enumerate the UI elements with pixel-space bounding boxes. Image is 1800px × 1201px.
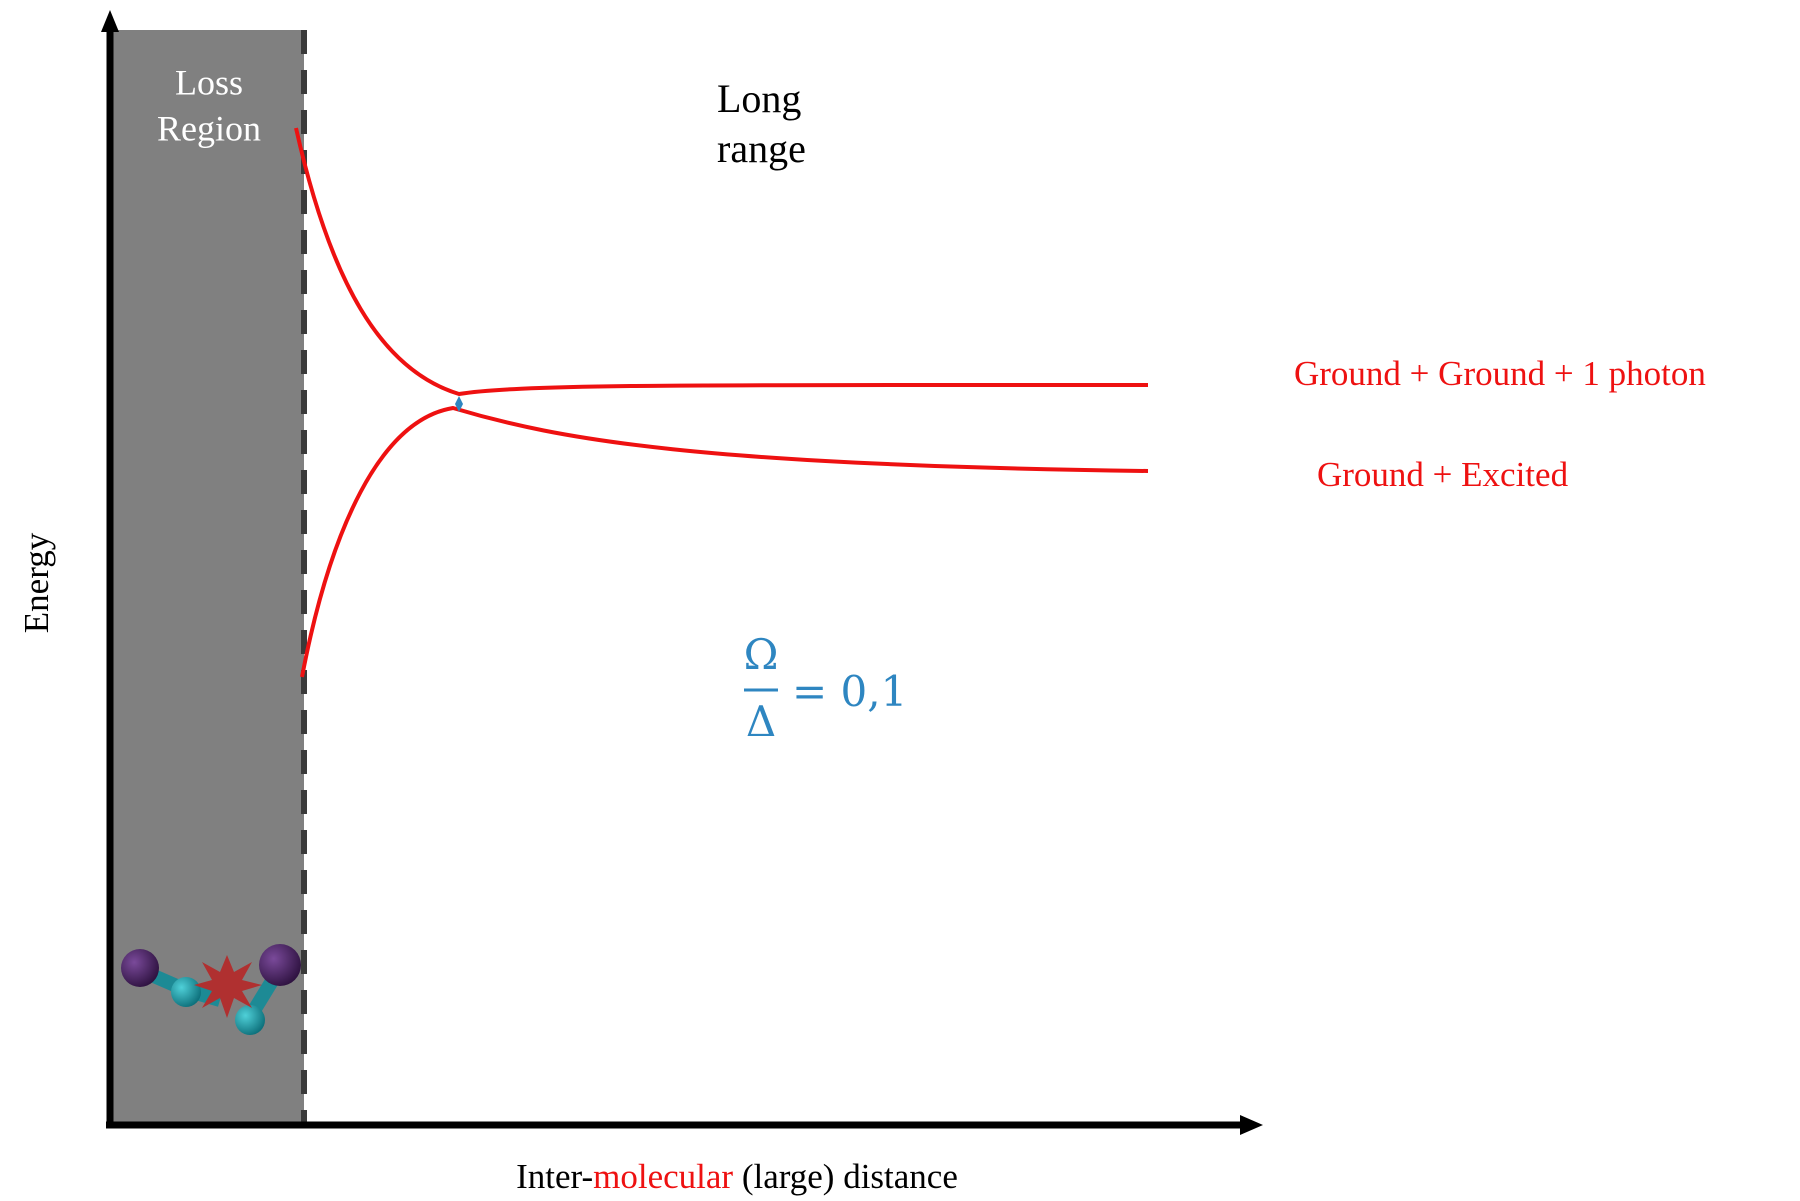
region-label: Long [717,76,801,121]
curve-label: Ground + Excited [1317,455,1569,494]
formula: Ω Δ = 0,1 [744,630,908,746]
lower-curve [302,408,1148,677]
x-label-part: molecular [593,1157,733,1196]
region-label: range [717,126,806,171]
curve-label: Ground + Ground + 1 photon [1294,354,1706,393]
x-label-part: Inter- [516,1157,593,1196]
x-label-part: (large) distance [733,1157,958,1196]
y-axis-label: Energy [17,532,56,633]
formula-numerator: Ω [744,630,779,679]
diagram: Loss Region Long range Ground + Ground +… [0,0,1800,1201]
page: Loss Region Long range Ground + Ground +… [0,0,1800,1201]
loss-label: Region [157,108,261,148]
formula-denominator: Δ [746,697,776,746]
x-axis-label: Inter-molecular (large) distance [516,1157,958,1196]
y-arrow [101,10,119,32]
formula-rhs: = 0,1 [792,667,907,716]
x-arrow [1240,1115,1263,1135]
loss-label: Loss [175,62,243,102]
